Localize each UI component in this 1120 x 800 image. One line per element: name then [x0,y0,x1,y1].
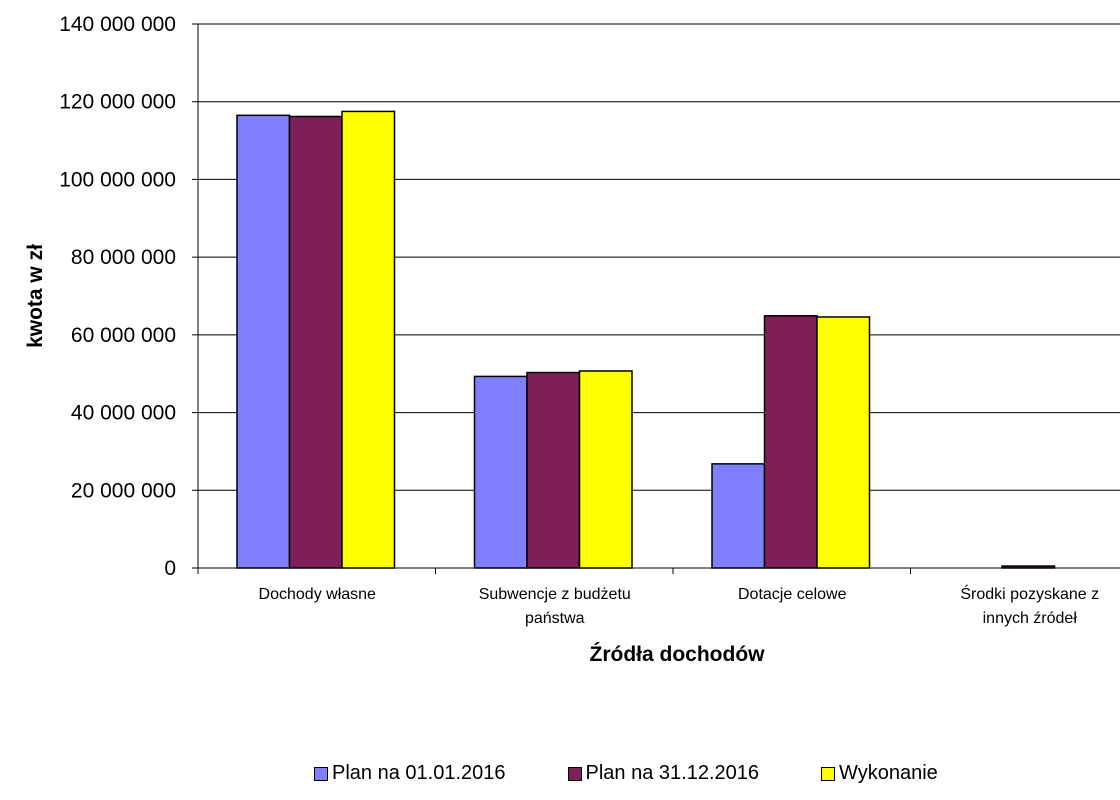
bar [816,316,871,569]
y-tick-label: 60 000 000 [71,324,176,347]
bar [763,315,818,569]
legend-label: Plan na 01.01.2016 [332,762,506,784]
bar [341,110,396,569]
x-category-label: innych źródeł [983,610,1078,627]
bar [473,375,528,569]
x-axis-title: Źródła dochodów [590,643,766,666]
bars [236,110,1056,569]
legend-item-plan-31: Plan na 31.12.2016 [567,762,760,785]
y-tick-label: 40 000 000 [71,402,176,425]
legend-item-wykonanie: Wykonanie [821,762,938,785]
y-axis-title: kwota w zł [24,244,47,348]
x-category-label: państwa [525,610,585,627]
y-tick-label: 20 000 000 [71,479,176,502]
x-category-label: Dotacje celowe [738,586,847,603]
y-tick-label: 100 000 000 [59,168,176,191]
x-category-label: Subwencje z budżetu [479,586,631,603]
bar [711,463,766,569]
x-category-label: Dochody własne [259,586,377,603]
bar [526,371,581,569]
y-tick-label: 0 [164,557,176,580]
bar [288,115,343,569]
legend: Plan na 01.01.2016 Plan na 31.12.2016 Wy… [314,762,938,785]
legend-swatch [314,766,328,781]
bar [578,370,633,569]
y-tick-label: 80 000 000 [71,246,176,269]
legend-label: Plan na 31.12.2016 [585,762,760,784]
legend-swatch [567,766,582,781]
bar [236,114,291,569]
y-tick-labels: 0 20 000 000 40 000 000 60 000 000 80 000 00… [59,13,176,580]
legend-item-plan-01: Plan na 01.01.2016 [314,762,506,785]
legend-label: Wykonanie [839,762,938,784]
axes [192,23,1120,574]
y-tick-label: 120 000 000 [59,91,176,114]
legend-swatch [821,766,835,781]
x-category-label: Środki pozyskane z [960,584,1099,603]
y-tick-label: 140 000 000 [59,13,176,36]
x-category-labels: Dochody własne Subwencje z budżetu państwa… [259,584,1100,627]
